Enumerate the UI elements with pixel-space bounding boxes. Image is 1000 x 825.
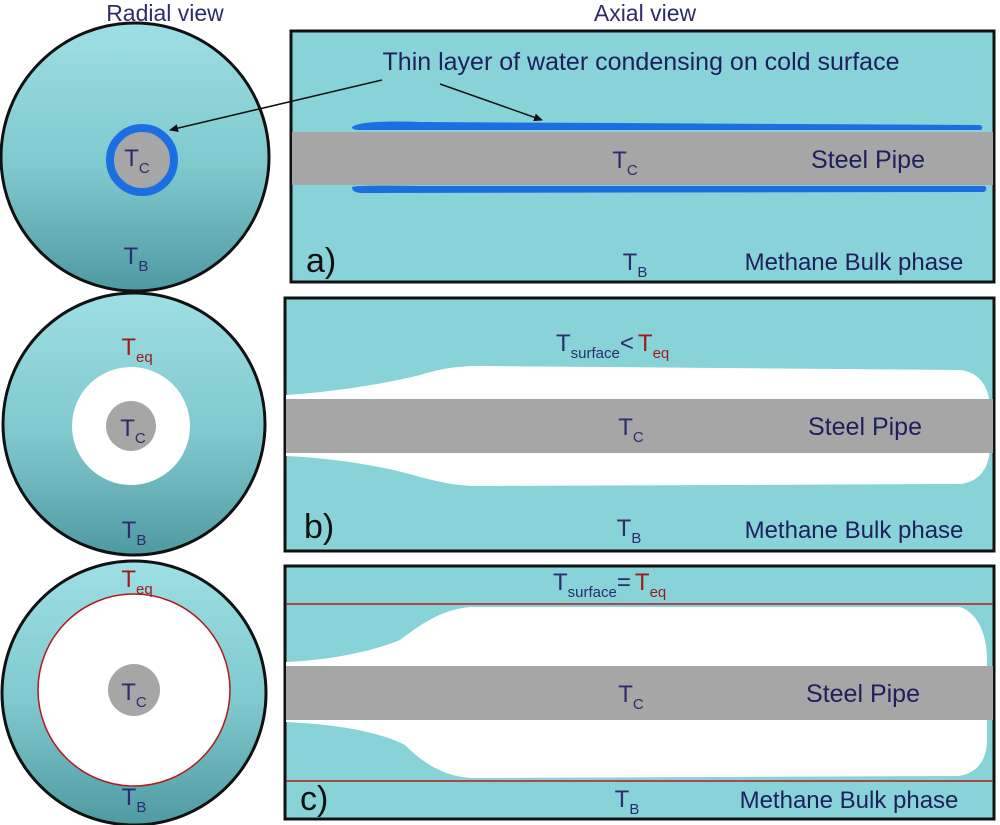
bulk-temp-label-axial-c: TB — [615, 786, 640, 818]
cold-temp-label-axial-a: TC — [612, 147, 638, 179]
axial-panel-c: Tsurface= Teq TC Steel Pipe c) TB Methane… — [283, 564, 996, 821]
steel-pipe-b — [286, 399, 993, 453]
annotation-arrow-axial — [439, 83, 543, 122]
steel-pipe-c — [286, 666, 993, 720]
bulk-temp-label-axial-b: TB — [617, 515, 642, 547]
water-film-top — [352, 121, 983, 130]
bulk-temp-label-axial-a: TB — [623, 249, 648, 281]
panel-label-a: a) — [306, 242, 336, 280]
bulk-temp-label-radial-a: TB — [124, 243, 149, 275]
steel-pipe-label-b: Steel Pipe — [808, 413, 922, 441]
condensation-annotation: Thin layer of water condensing on cold s… — [383, 48, 900, 76]
surface-less-eq-relation: Tsurface< Teq — [556, 330, 669, 362]
panel-label-b: b) — [304, 508, 334, 546]
cold-temp-label-axial-b: TC — [618, 414, 644, 446]
radial-view-a: TC TB — [0, 21, 271, 293]
cold-temp-label-radial-b: TC — [120, 415, 146, 447]
bulk-phase-label-b: Methane Bulk phase — [745, 517, 964, 544]
axial-panel-b: Tsurface< Teq TC Steel Pipe b) TB Methane… — [283, 296, 996, 553]
eq-temp-label-radial-c: Teq — [121, 566, 152, 598]
eq-temp-label-radial-b: Teq — [121, 334, 152, 366]
surface-equal-eq-relation: Tsurface= Teq — [553, 569, 666, 601]
bulk-phase-label-a: Methane Bulk phase — [745, 249, 964, 276]
water-film-ring — [106, 124, 178, 196]
cold-temp-label-radial-a: TC — [124, 145, 150, 177]
steel-pipe-label-a: Steel Pipe — [811, 146, 925, 174]
water-film-bottom — [352, 185, 987, 193]
bulk-phase-label-c: Methane Bulk phase — [740, 787, 959, 814]
pipe-cross-section-c — [108, 664, 160, 716]
radial-view-b: Teq TC TB — [1, 291, 267, 557]
annotation-arrow-radial — [169, 79, 383, 133]
axial-panel-a: Thin layer of water condensing on cold s… — [169, 29, 996, 284]
bulk-temp-label-radial-c: TB — [122, 784, 147, 816]
steel-pipe-label-c: Steel Pipe — [806, 680, 920, 708]
pipe-cross-section-b — [106, 401, 156, 451]
steel-pipe-a — [292, 132, 993, 185]
radial-view-c: Teq TC TB — [0, 559, 268, 825]
radial-view-heading: Radial view — [106, 0, 224, 26]
bulk-temp-label-radial-b: TB — [122, 517, 147, 549]
cold-temp-label-radial-c: TC — [121, 679, 147, 711]
panel-label-c: c) — [300, 780, 328, 818]
axial-view-heading: Axial view — [594, 0, 697, 26]
cold-temp-label-axial-c: TC — [618, 681, 644, 713]
